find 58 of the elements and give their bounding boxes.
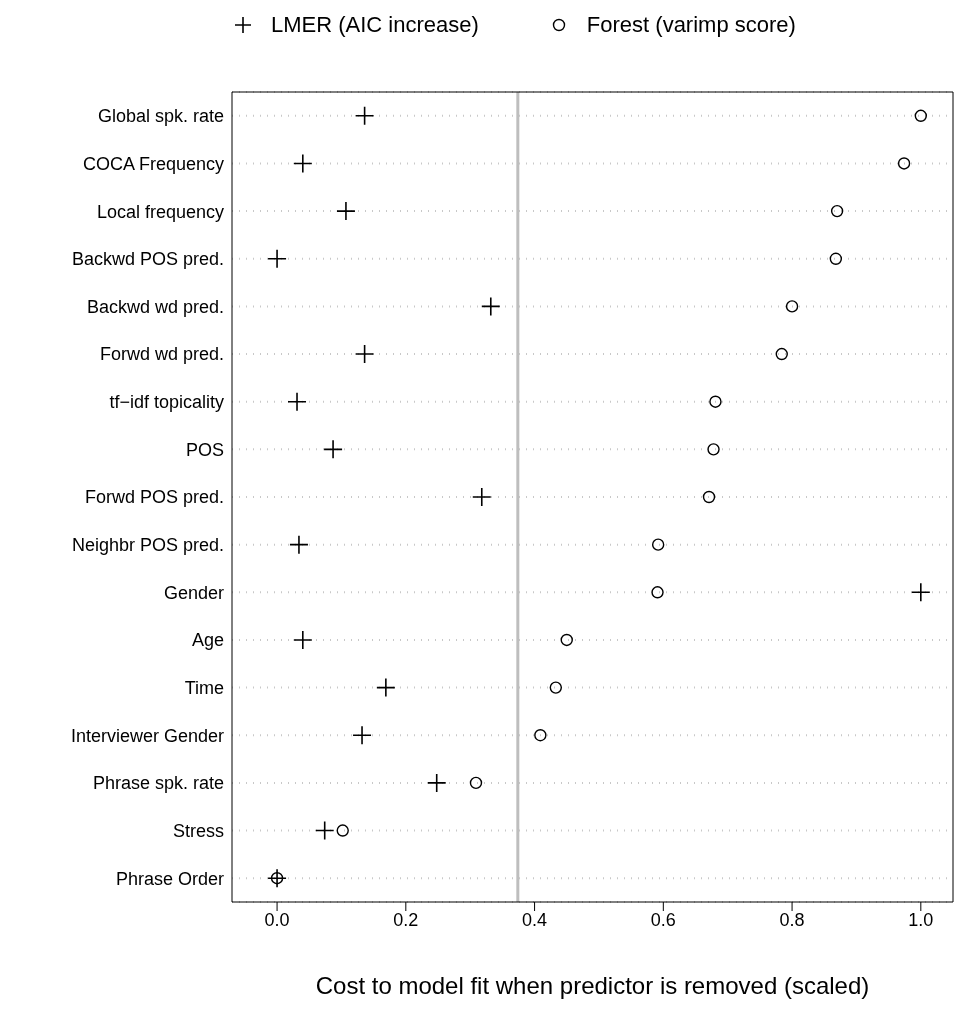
point: [352, 725, 372, 746]
point: [651, 586, 664, 599]
point: [287, 391, 307, 412]
point: [289, 534, 309, 555]
point: [469, 776, 483, 790]
y-tick-label: COCA Frequency: [82, 153, 224, 174]
y-tick-label: tf−idf topicality: [109, 392, 224, 413]
y-tick-label: Backwd POS pred.: [71, 249, 224, 270]
legend-label: Forest (varimp score): [586, 12, 796, 38]
legend-label: LMER (AIC increase): [271, 12, 479, 38]
point: [707, 443, 720, 456]
point: [911, 582, 931, 603]
point: [267, 248, 287, 269]
point: [560, 633, 573, 647]
y-tick-label: Local frequency: [96, 201, 224, 222]
point: [426, 773, 447, 793]
point: [830, 204, 844, 218]
point: [709, 395, 722, 408]
y-tick-label: Age: [191, 630, 224, 651]
x-tick-label: 0.4: [522, 909, 548, 930]
y-tick-label: Global spk. rate: [97, 106, 224, 127]
point: [293, 630, 313, 650]
y-tick-label: Time: [184, 677, 224, 698]
x-tick-label: 1.0: [908, 909, 934, 930]
point: [336, 824, 349, 837]
point: [549, 681, 563, 694]
point: [914, 109, 928, 123]
point: [354, 344, 375, 364]
y-tick-label: POS: [185, 439, 224, 460]
y-tick-label: Neighbr POS pred.: [71, 535, 224, 556]
point: [336, 201, 356, 221]
point: [314, 820, 335, 841]
y-tick-label: Interviewer Gender: [70, 725, 224, 746]
x-axis-title: Cost to model fit when predictor is removed (scaled): [315, 972, 870, 999]
point: [785, 300, 799, 313]
point: [354, 106, 375, 126]
point: [323, 439, 343, 460]
point: [702, 490, 716, 504]
y-tick-label: Backwd wd pred.: [86, 296, 224, 317]
y-tick-label: Forwd wd pred.: [99, 344, 224, 365]
y-tick-label: Stress: [172, 820, 224, 841]
point: [651, 538, 665, 551]
x-tick-label: 0.0: [264, 909, 290, 930]
x-tick-label: 0.2: [393, 909, 419, 930]
y-tick-label: Forwd POS pred.: [84, 487, 224, 508]
point: [829, 252, 843, 265]
y-tick-label: Gender: [163, 582, 224, 603]
y-tick-label: Phrase Order: [115, 868, 224, 889]
point: [376, 677, 396, 698]
point: [534, 729, 547, 742]
point: [480, 296, 501, 317]
point: [775, 347, 788, 361]
point: [897, 157, 911, 170]
x-tick-label: 0.6: [650, 909, 676, 930]
y-tick-label: Phrase spk. rate: [92, 773, 224, 794]
point: [293, 153, 313, 174]
point: [471, 487, 492, 507]
x-tick-label: 0.8: [779, 909, 805, 930]
